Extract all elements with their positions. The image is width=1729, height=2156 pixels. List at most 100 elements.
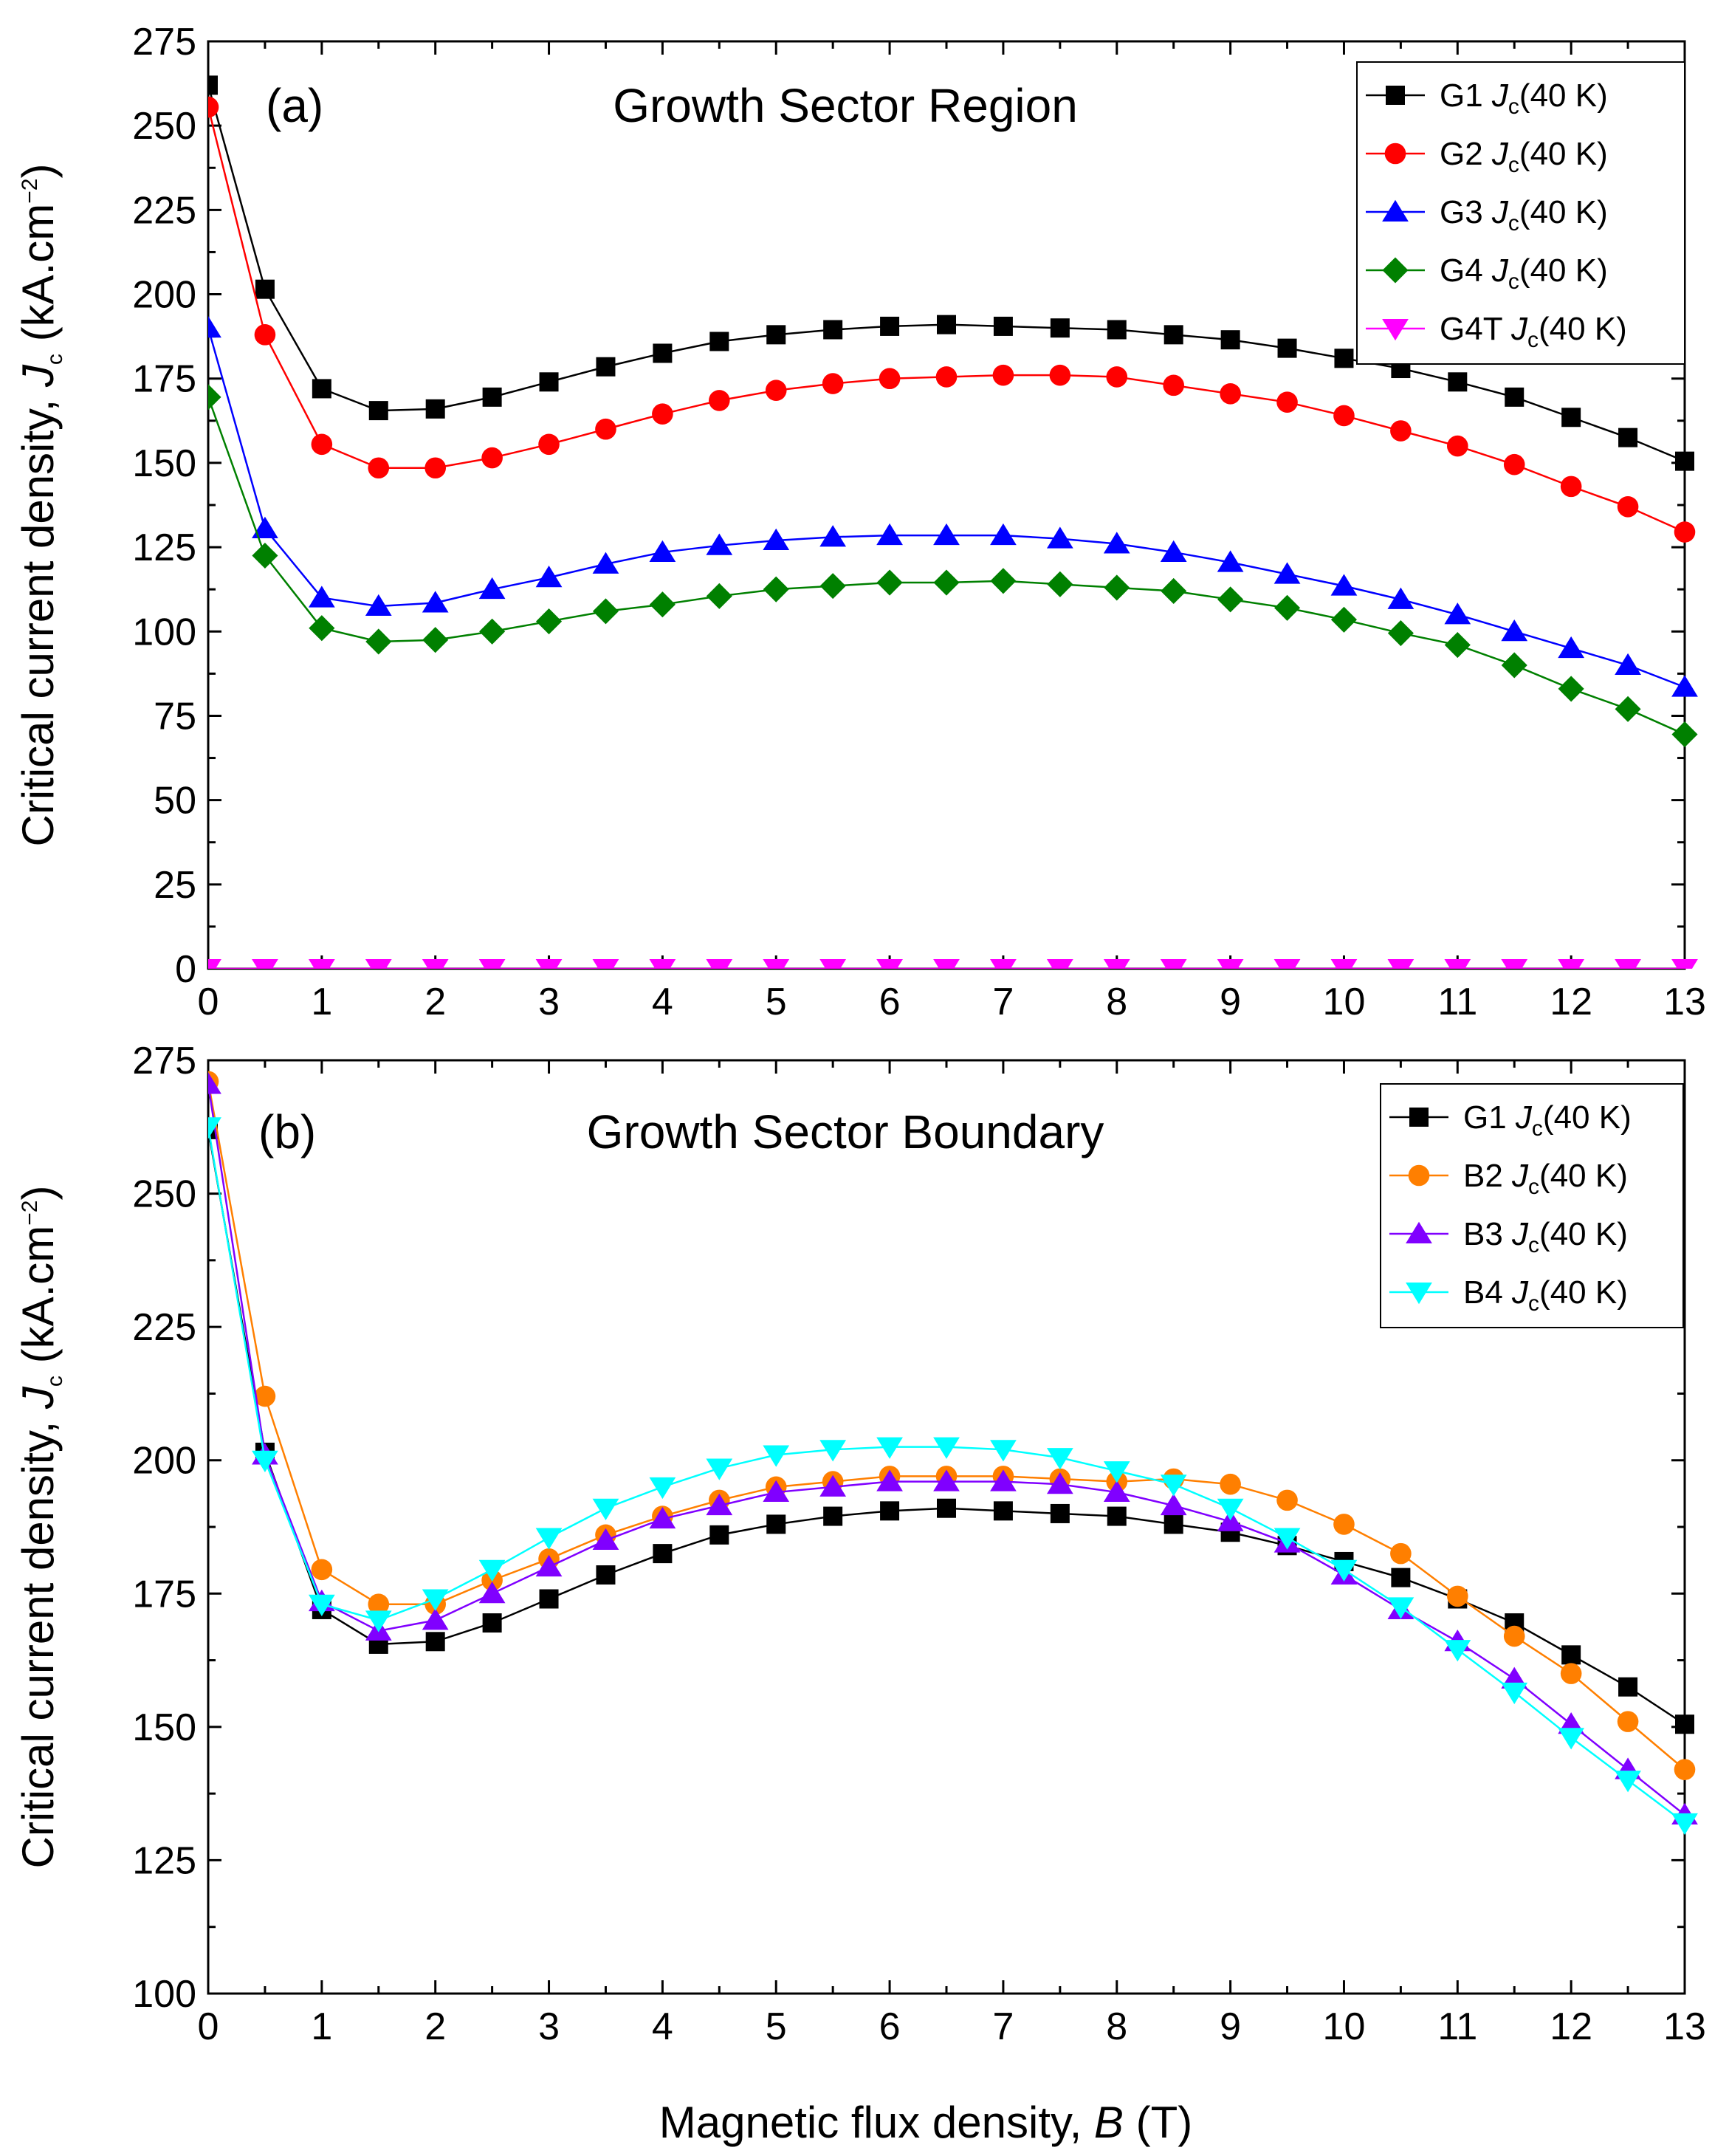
y-tick-label: 225: [132, 189, 196, 232]
y-tick-label: 125: [132, 526, 196, 569]
legend: G1 Jc(40 K) B2 Jc(40 K) B3 Jc(40 K) B4 Jc(4…: [1380, 1083, 1684, 1328]
data-point: [935, 366, 958, 388]
series-g4t: [208, 959, 1698, 969]
data-point: [1103, 959, 1130, 969]
panel-a: 0 1 2 3 4 5 6 7 8 9 10 11 12 130255075100125150175200…: [13, 21, 1706, 1023]
data-point: [255, 279, 275, 299]
data-point: [1104, 574, 1130, 601]
data-point: [1160, 959, 1187, 969]
data-point: [990, 1469, 1017, 1491]
data-point: [1333, 405, 1355, 427]
data-point: [937, 1498, 956, 1518]
x-tick-label: 4: [652, 2005, 673, 2048]
data-point: [653, 1544, 673, 1564]
data-point: [308, 586, 335, 608]
legend-marker: [1386, 86, 1405, 105]
x-tick-label: 9: [1220, 2005, 1241, 2048]
data-point: [596, 1565, 616, 1585]
legend-label: G4 Jc(40 K): [1440, 253, 1608, 294]
data-point: [1505, 387, 1525, 407]
x-tick-label: 5: [766, 2005, 787, 2048]
legend-box: [1356, 61, 1685, 365]
data-point: [1050, 1503, 1070, 1523]
data-point: [1444, 631, 1471, 659]
data-point: [596, 357, 616, 377]
data-point: [535, 1554, 563, 1577]
data-point: [1618, 428, 1638, 447]
data-point: [1501, 652, 1527, 679]
data-point: [1444, 959, 1471, 969]
data-point: [535, 959, 563, 969]
data-point: [365, 628, 392, 655]
x-tick-label: 0: [198, 981, 219, 1023]
data-point: [592, 1498, 619, 1520]
data-point: [365, 1610, 392, 1633]
legend: G1 Jc(40 K) G2 Jc(40 K) G3 Jc(40 K) G4 Jc(4…: [1356, 61, 1685, 365]
data-point: [1448, 372, 1468, 392]
data-point: [1615, 653, 1641, 675]
y-tick-label: 175: [132, 1573, 196, 1616]
data-point: [649, 540, 676, 562]
y-tick-label: 275: [132, 1040, 196, 1082]
data-point: [876, 959, 903, 969]
legend-marker: [1382, 199, 1409, 222]
x-tick-label: 5: [766, 981, 787, 1023]
y-axis-title: Critical current density, Jc (kA.cm−2): [13, 1186, 67, 1869]
data-point: [763, 1480, 790, 1503]
data-point: [822, 373, 844, 394]
data-point: [1046, 1448, 1073, 1470]
x-tick-label: 3: [538, 2005, 560, 2048]
data-point: [706, 1493, 733, 1516]
legend-marker: [1384, 143, 1406, 165]
data-point: [422, 591, 449, 613]
legend-label: G4T Jc(40 K): [1440, 311, 1627, 352]
x-tick-label: 10: [1323, 981, 1366, 1023]
legend-marker: [1408, 1164, 1430, 1187]
data-point: [309, 615, 335, 642]
data-point: [709, 390, 730, 411]
x-tick-label: 8: [1106, 2005, 1127, 2048]
data-point: [478, 959, 506, 969]
data-point: [535, 608, 563, 635]
y-tick-label: 225: [132, 1306, 196, 1349]
data-point: [649, 1506, 676, 1529]
data-point: [766, 325, 786, 345]
data-point: [1671, 675, 1698, 697]
data-point: [535, 565, 563, 588]
data-point: [208, 96, 219, 118]
data-point: [1276, 391, 1298, 413]
data-point: [1106, 366, 1128, 388]
data-point: [425, 399, 445, 419]
data-point: [1674, 521, 1696, 543]
y-tick-label: 100: [132, 1973, 196, 2016]
legend-label: G3 Jc(40 K): [1440, 194, 1608, 236]
y-tick-label: 175: [132, 358, 196, 401]
data-point: [478, 1559, 506, 1582]
y-tick-label: 0: [175, 948, 196, 991]
data-point: [649, 959, 676, 969]
data-point: [1330, 1559, 1358, 1582]
data-point: [308, 959, 335, 969]
data-point: [1561, 1645, 1581, 1665]
series-g1: [208, 1119, 1694, 1734]
data-point: [1390, 420, 1412, 442]
x-tick-label: 7: [992, 981, 1014, 1023]
series-g2: [208, 96, 1696, 543]
x-tick-label: 10: [1323, 2005, 1366, 2048]
y-tick-label: 25: [154, 864, 196, 907]
y-tick-label: 275: [132, 21, 196, 63]
data-point: [819, 1474, 847, 1497]
data-point: [1273, 1528, 1301, 1550]
data-point: [252, 516, 278, 538]
data-point: [539, 1589, 559, 1609]
y-tick-label: 250: [132, 1173, 196, 1216]
series-b4: [208, 1117, 1698, 1836]
data-point: [876, 1469, 903, 1491]
x-tick-label: 1: [311, 2005, 332, 2048]
data-point: [933, 1437, 960, 1459]
data-point: [592, 552, 619, 574]
series-g1: [208, 75, 1694, 471]
legend-marker: [1382, 319, 1409, 341]
legend-label: B2 Jc(40 K): [1463, 1158, 1628, 1199]
data-point: [1160, 1474, 1187, 1497]
